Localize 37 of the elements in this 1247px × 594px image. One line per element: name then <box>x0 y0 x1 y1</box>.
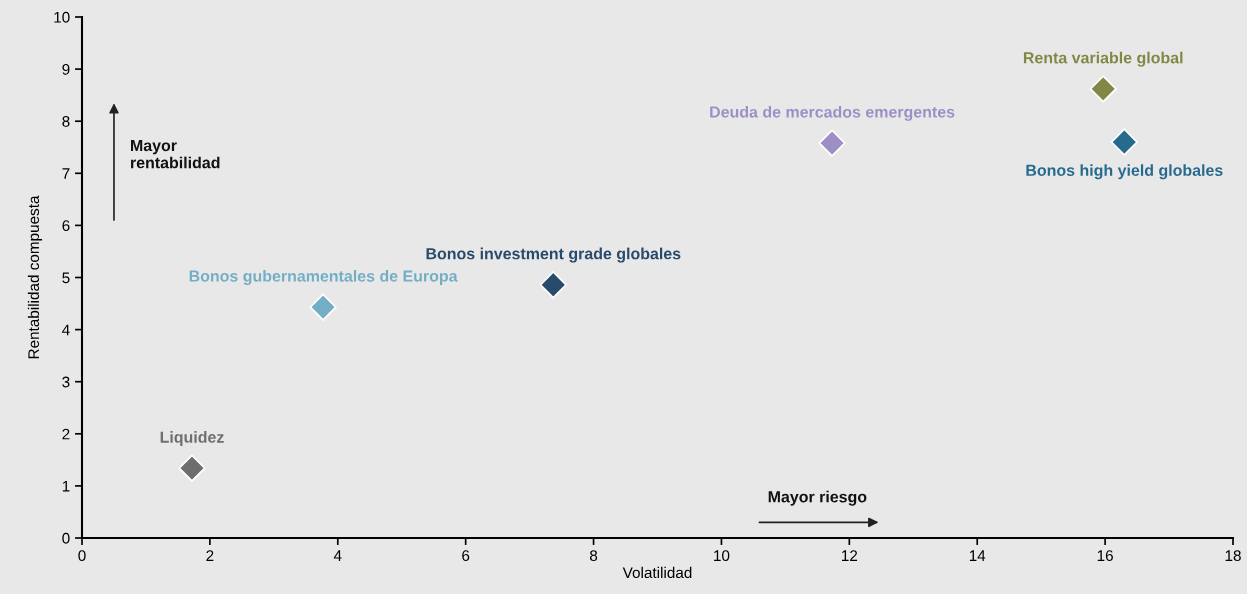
y-tick-label: 5 <box>62 272 70 284</box>
y-tick-label: 8 <box>62 116 70 127</box>
point <box>1089 75 1117 103</box>
y-tick-label: 3 <box>62 376 70 388</box>
x-tick-label: 8 <box>589 550 598 562</box>
annotation: Mayor riesgo <box>768 490 867 506</box>
series-label: Bonos gubernamentales de Europa <box>189 270 458 285</box>
x-axis-title: Volatilidad <box>622 566 692 579</box>
x-tick-label: 4 <box>333 550 342 561</box>
y-tick-label: 0 <box>62 532 70 544</box>
y-tick-label: 1 <box>62 480 70 492</box>
series-label: Bonos investment grade globales <box>426 247 681 263</box>
x-tick-label: 0 <box>78 550 86 562</box>
x-tick-label: 18 <box>1225 550 1241 562</box>
x-tick-label: 16 <box>1097 550 1113 562</box>
y-tick-label: 9 <box>62 63 70 75</box>
point <box>818 129 846 157</box>
point <box>309 293 337 321</box>
x-tick-label: 12 <box>842 550 858 561</box>
y-tick-label: 2 <box>62 428 70 440</box>
series-label: Bonos high yield globales <box>1026 164 1223 180</box>
x-tick-label: 10 <box>714 550 730 562</box>
x-tick-label: 6 <box>462 550 470 562</box>
annotation: Mayor rentabilidad <box>131 140 220 169</box>
y-tick-label: 10 <box>54 11 70 23</box>
point <box>539 271 567 299</box>
y-tick-label: 6 <box>62 220 70 232</box>
y-tick-label: 7 <box>62 168 70 179</box>
point <box>1110 128 1138 156</box>
series-label: Liquidez <box>160 431 224 446</box>
series-label: Deuda de mercados emergentes <box>710 105 955 121</box>
y-axis-title: Rentabilidad compuesta <box>27 195 43 359</box>
x-tick-label: 14 <box>969 550 986 561</box>
point <box>178 454 206 482</box>
series-label: Renta variable global <box>1023 51 1183 67</box>
x-tick-label: 2 <box>206 550 214 561</box>
y-tick-label: 4 <box>62 324 70 336</box>
